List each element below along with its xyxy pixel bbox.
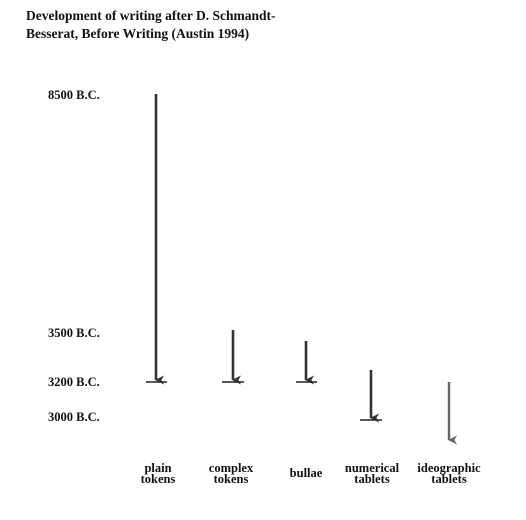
- category-label-plain-tokens: plain tokens: [141, 461, 176, 486]
- category-label-line: ideographic: [417, 461, 481, 475]
- category-label-line: tablets: [354, 472, 390, 486]
- numerical-tablets-span: [360, 370, 382, 423]
- bullae-span: [296, 341, 317, 385]
- category-label-line: tablets: [431, 472, 467, 486]
- date-label-3200bc: 3200 B.C.: [48, 375, 100, 389]
- category-label-line: bullae: [290, 466, 323, 480]
- category-label-line: numerical: [345, 461, 400, 475]
- category-label-line: complex: [209, 461, 254, 475]
- diagram-title: Development of writing after D. Schmandt…: [26, 7, 326, 43]
- category-label-line: tokens: [141, 472, 176, 486]
- plain-tokens-span: [146, 94, 167, 385]
- category-label-numerical-tablets: numerical tablets: [345, 461, 400, 486]
- title-line-1: Development of writing after D. Schmandt…: [26, 8, 276, 23]
- category-label-line: tokens: [214, 472, 249, 486]
- title-line-2: Besserat, Before Writing (Austin 1994): [26, 26, 250, 41]
- date-label-3500bc: 3500 B.C.: [48, 326, 100, 340]
- date-label-8500bc: 8500 B.C.: [48, 88, 100, 102]
- category-label-line: plain: [144, 461, 171, 475]
- date-label-3000bc: 3000 B.C.: [48, 410, 100, 424]
- category-label-ideographic-tablets: ideographic tablets: [417, 461, 481, 486]
- complex-tokens-span: [222, 330, 244, 385]
- category-label-bullae: bullae: [290, 466, 323, 480]
- category-label-complex-tokens: complex tokens: [209, 461, 254, 486]
